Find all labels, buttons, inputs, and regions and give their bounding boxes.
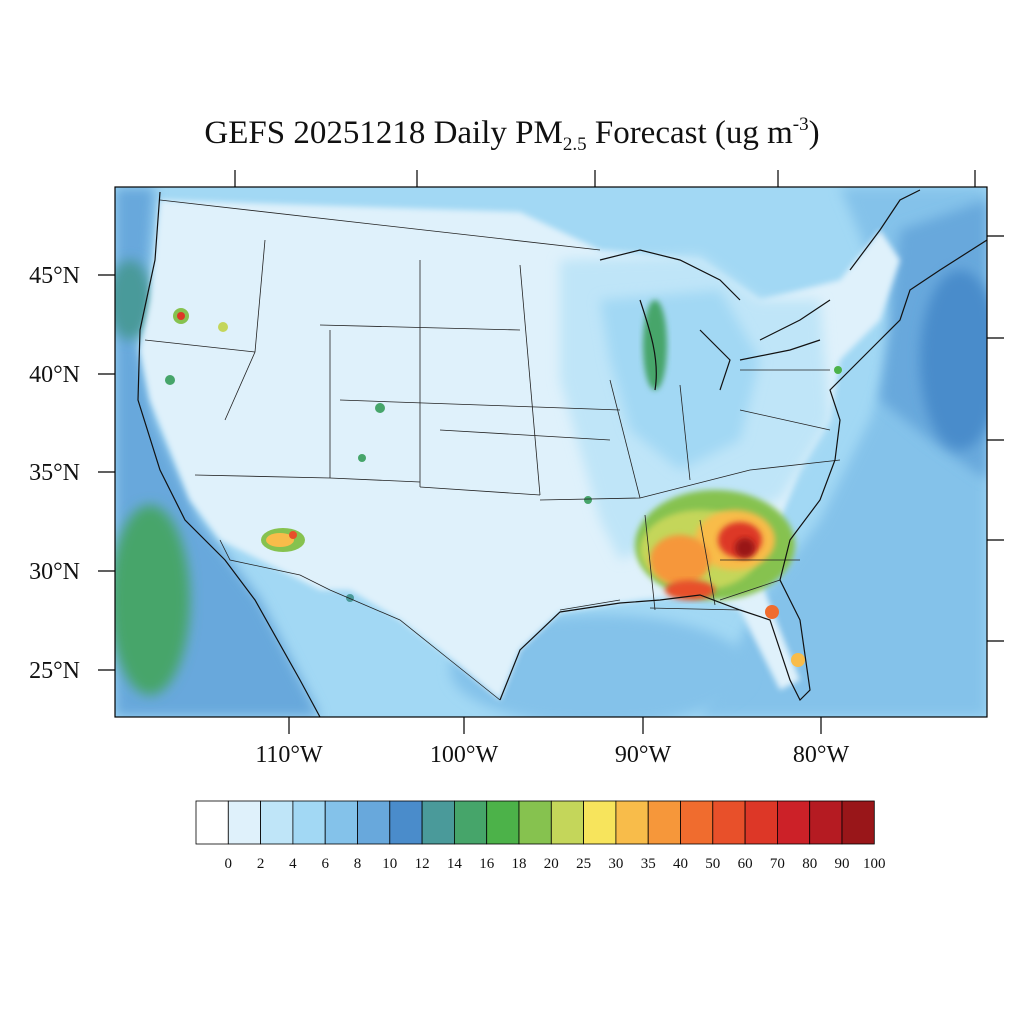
colorbar-swatch xyxy=(744,800,778,845)
colorbar-swatch xyxy=(389,800,423,845)
colorbar-swatch xyxy=(292,800,326,845)
colorbar-label: 25 xyxy=(576,856,591,872)
colorbar-label: 50 xyxy=(705,856,720,872)
tick-marks xyxy=(98,170,1004,734)
colorbar-label: 4 xyxy=(289,856,297,872)
colorbar: 0 2 4 6 8 10 12 14 16 18 20 25 30 35 40 50 60 70 80 90 100 xyxy=(195,800,886,872)
colorbar-swatch xyxy=(421,800,455,845)
colorbar-swatch xyxy=(841,800,875,845)
colorbar-label: 20 xyxy=(544,856,559,872)
lon-labels: 110°W 100°W 90°W 80°W xyxy=(255,742,849,768)
colorbar-label: 40 xyxy=(673,856,688,872)
colorbar-swatch xyxy=(453,800,488,845)
colorbar-label: 10 xyxy=(382,856,397,872)
title-suffix: ) xyxy=(808,115,820,151)
colorbar-label: 35 xyxy=(641,856,656,872)
colorbar-label: 30 xyxy=(608,856,623,872)
colorbar-swatch xyxy=(712,800,746,845)
colorbar-swatch xyxy=(615,800,649,845)
colorbar-label: 70 xyxy=(770,856,785,872)
title-prefix: GEFS 20251218 Daily PM xyxy=(204,115,563,151)
concentration-field xyxy=(115,187,987,717)
colorbar-label: 8 xyxy=(354,856,362,872)
lat-label: 40°N xyxy=(29,362,80,388)
colorbar-swatch xyxy=(195,800,229,845)
colorbar-swatch xyxy=(680,800,714,845)
colorbar-swatch xyxy=(647,800,681,845)
lat-label: 25°N xyxy=(29,658,80,684)
colorbar-label: 60 xyxy=(738,856,753,872)
title-middle: Forecast (ug m xyxy=(586,115,793,151)
lon-label: 80°W xyxy=(793,742,850,768)
lon-label: 90°W xyxy=(615,742,672,768)
colorbar-label: 80 xyxy=(802,856,817,872)
lat-label: 35°N xyxy=(29,460,80,486)
lat-label: 45°N xyxy=(29,263,80,289)
plot-frame xyxy=(114,186,988,718)
lat-label: 30°N xyxy=(29,559,80,585)
colorbar-label: 90 xyxy=(835,856,850,872)
colorbar-label: 6 xyxy=(321,856,329,872)
colorbar-swatch xyxy=(260,800,294,845)
colorbar-swatch xyxy=(357,800,391,845)
lon-label: 110°W xyxy=(255,742,323,768)
colorbar-label: 0 xyxy=(225,856,233,872)
colorbar-swatch xyxy=(583,800,617,845)
colorbar-swatch xyxy=(550,800,584,845)
map-title: GEFS 20251218 Daily PM2.5 Forecast (ug m… xyxy=(0,114,1024,156)
colorbar-label: 12 xyxy=(415,856,430,872)
colorbar-swatch xyxy=(324,800,358,845)
colorbar-swatch xyxy=(518,800,552,845)
colorbar-swatch xyxy=(486,800,520,845)
title-subscript: 2.5 xyxy=(562,134,587,155)
colorbar-label: 16 xyxy=(479,856,495,872)
lat-labels: 45°N 40°N 35°N 30°N 25°N xyxy=(29,263,80,684)
colorbar-label: 14 xyxy=(447,856,463,872)
colorbar-label: 2 xyxy=(257,856,265,872)
colorbar-label: 18 xyxy=(512,856,527,872)
colorbar-swatch xyxy=(227,800,262,845)
colorbar-swatch xyxy=(777,800,811,845)
title-superscript: -3 xyxy=(792,114,809,135)
colorbar-swatch xyxy=(809,800,843,845)
colorbar-label: 100 xyxy=(863,856,886,872)
lon-label: 100°W xyxy=(430,742,499,768)
